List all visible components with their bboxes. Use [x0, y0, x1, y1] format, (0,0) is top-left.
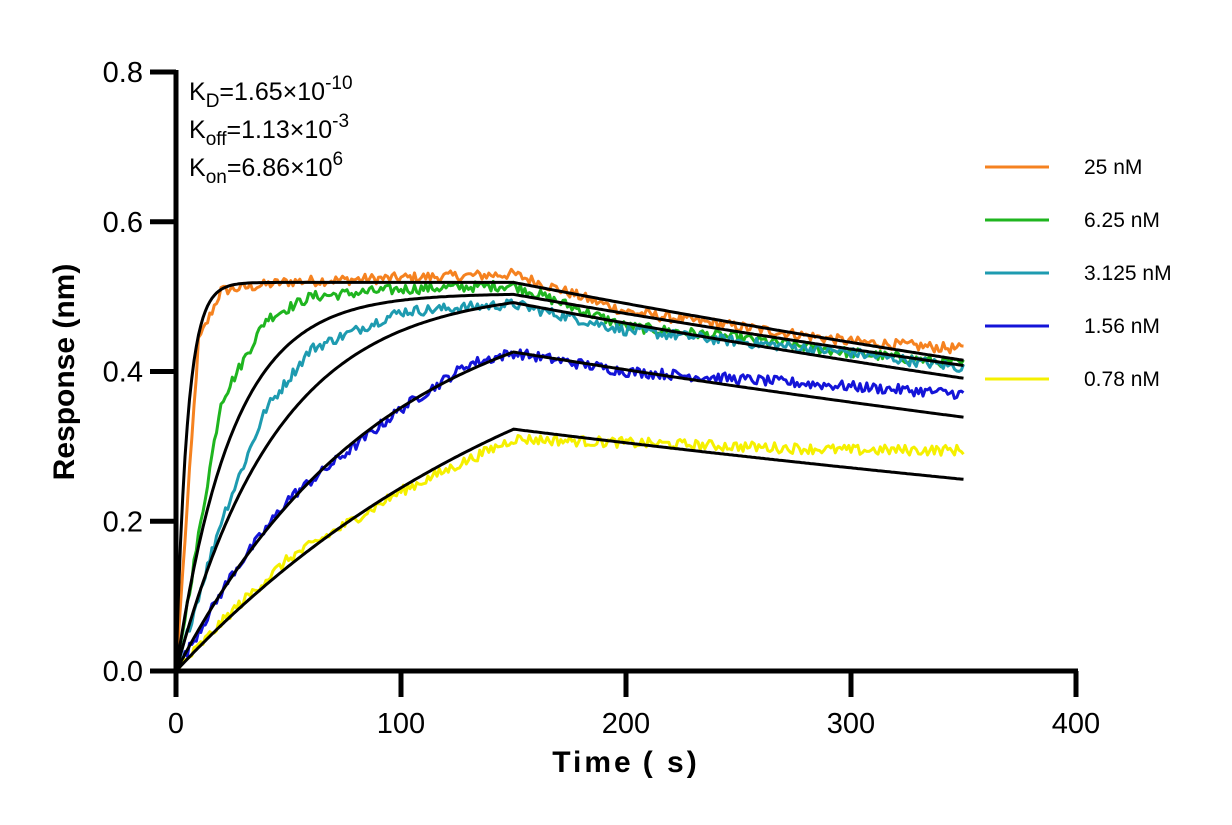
data-traces: [174, 267, 965, 673]
x-tick-label: 300: [827, 708, 875, 740]
plot-area: [174, 267, 965, 673]
data-trace-3-125-nm: [174, 298, 965, 672]
x-tick-label: 200: [602, 708, 650, 740]
y-tick-label: 0.2: [103, 506, 143, 538]
fit-curve-1-56-nm: [174, 350, 964, 672]
y-tick-label: 0.4: [103, 357, 143, 389]
fit-curve-6-25-nm: [174, 292, 964, 672]
data-trace-1-56-nm: [174, 348, 965, 672]
legend-item: 1.56 nM: [985, 315, 1160, 338]
y-tick-label: 0.8: [103, 57, 143, 89]
data-trace-0-78-nm: [174, 433, 965, 673]
x-axis-title: Time ( s): [552, 746, 699, 779]
legend-label: 6.25 nM: [1084, 209, 1160, 232]
legend-label: 25 nM: [1084, 156, 1142, 179]
x-tick-label: 400: [1052, 708, 1100, 740]
x-tick-label: 100: [377, 708, 425, 740]
legend-label: 0.78 nM: [1084, 368, 1160, 391]
y-tick-label: 0.0: [103, 656, 143, 688]
fit-curves: [174, 280, 964, 673]
y-axis-title: Response (nm): [48, 264, 81, 481]
x-tick-label: 0: [168, 708, 184, 740]
legend-item: 6.25 nM: [985, 209, 1160, 232]
legend-label: 1.56 nM: [1084, 315, 1160, 338]
y-axis-ticks: 0.0 0.2 0.4 0.6 0.8: [103, 57, 176, 688]
legend: 25 nM 6.25 nM 3.125 nM 1.56 nM 0.78 nM: [985, 156, 1172, 391]
legend-item: 0.78 nM: [985, 368, 1160, 391]
y-tick-label: 0.6: [103, 207, 143, 239]
fit-curve-25-nm: [174, 280, 964, 672]
annotation-d: KD=1.65×10-10: [189, 73, 353, 112]
legend-item: 25 nM: [985, 156, 1142, 179]
fit-curve-3-125-nm: [174, 301, 964, 672]
legend-item: 3.125 nM: [985, 262, 1172, 285]
x-axis-ticks: 0 100 200 300 400: [168, 671, 1100, 740]
legend-label: 3.125 nM: [1084, 262, 1172, 285]
data-trace-25-nm: [174, 267, 964, 672]
annotation-off: Koff=1.13×10-3: [189, 111, 349, 150]
annotation-on: Kon=6.86×106: [189, 149, 343, 188]
fit-curve-0-78-nm: [174, 427, 964, 673]
